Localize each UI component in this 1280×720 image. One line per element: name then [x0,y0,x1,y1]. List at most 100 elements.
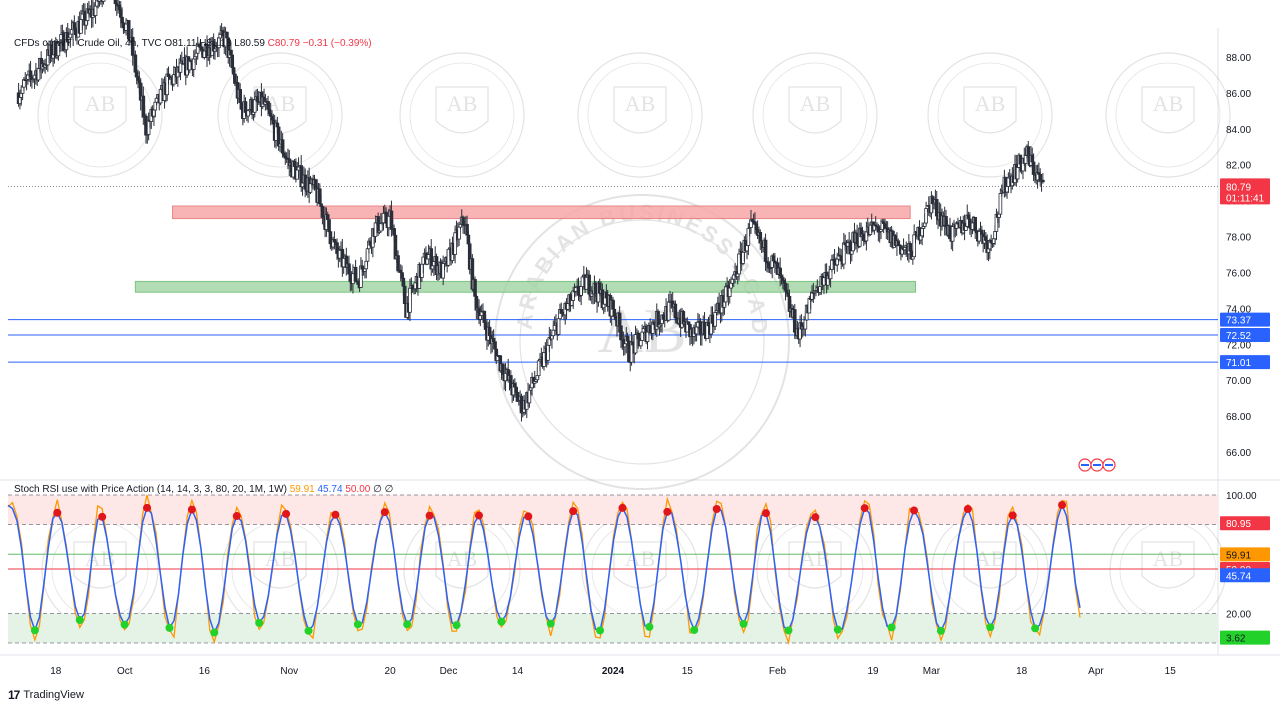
watermark-big-ring-inner [519,219,765,465]
price-tick-label[interactable]: 88.00 [1226,53,1251,64]
watermark-ring [37,52,163,178]
watermark-ring [399,52,525,178]
osc-badge[interactable] [1220,516,1270,531]
time-tick-label[interactable]: 20 [385,666,397,677]
candle-body [126,20,131,40]
last-price-badge[interactable] [1220,178,1270,205]
candle-body [639,340,643,347]
time-tick-label[interactable]: Nov [280,666,298,677]
candle-layer [16,0,1045,422]
countdown-label[interactable]: 01:11:41 [1226,193,1265,204]
overbought-dot [811,513,820,522]
candle-body [636,332,641,339]
level-badge[interactable] [1220,327,1270,342]
osc-badge[interactable] [1220,630,1270,645]
overbought-dot [232,512,241,521]
level-layer [8,186,1218,363]
candle-body [973,217,978,232]
level-badge-label[interactable]: 71.01 [1226,358,1251,369]
time-tick-label[interactable]: 15 [1165,666,1177,677]
time-tick-label[interactable]: 14 [512,666,524,677]
oversold-dot [986,623,995,632]
watermark-ring-inner [587,62,693,168]
ohlc-low: L80.59 [234,38,265,49]
overbought-dot [524,512,533,521]
overbought-dot [98,512,107,521]
overbought-dot [860,504,869,513]
level-badge[interactable] [1220,312,1270,327]
price-tick-label[interactable]: 86.00 [1226,89,1251,100]
overbought-dot [331,510,340,519]
candle-body [238,88,242,104]
price-tick-label[interactable]: 76.00 [1226,268,1251,279]
osc-badge-label[interactable]: 100.00 [1226,491,1257,502]
watermark-ring-inner [762,62,868,168]
osc-layer [7,494,1218,645]
price-tick-label[interactable]: 78.00 [1226,233,1251,244]
level-badge[interactable] [1220,355,1270,370]
candle-body [327,219,331,233]
watermark-shield-icon [788,86,842,134]
level-badge-label[interactable]: 73.37 [1226,316,1251,327]
price-tick-label[interactable]: 74.00 [1226,304,1251,315]
osc-badge[interactable] [1220,568,1270,583]
watermark-initials: AB [447,91,478,116]
time-tick-label[interactable]: Mar [923,666,941,677]
osc-badge-label[interactable]: 80.95 [1226,519,1251,530]
candle-body [95,0,99,7]
osc-badge-label[interactable]: 20.00 [1226,609,1251,620]
oversold-dot [596,626,605,635]
watermark-shield-icon [963,541,1017,589]
oversold-dot [1031,624,1040,633]
price-tick-label[interactable]: 70.00 [1226,376,1251,387]
watermark-ring [577,52,703,178]
candle-body [1015,167,1020,180]
candle-body [551,329,556,337]
price-tick-label[interactable]: 84.00 [1226,125,1251,136]
time-tick-label[interactable]: Dec [440,666,458,677]
time-tick-label[interactable]: 15 [682,666,694,677]
tradingview-logo[interactable]: 17 TradingView [8,688,84,702]
watermark-ring-inner [937,62,1043,168]
osc-badge-label[interactable]: 3.62 [1226,634,1246,645]
watermark-shield-icon [963,86,1017,134]
oversold-dot [210,628,219,637]
time-tick-label[interactable]: 18 [1016,666,1028,677]
candle-body [473,279,477,297]
watermark-initials: AB [447,546,478,571]
price-tick-label[interactable]: 66.00 [1226,448,1251,459]
price-tick-label[interactable]: 72.00 [1226,340,1251,351]
osc-badge[interactable] [1220,547,1270,562]
time-tick-label[interactable]: Oct [117,666,133,677]
time-tick-label[interactable]: 2024 [602,666,625,677]
time-axis[interactable]: 18 Oct 16 Nov 20 Dec 14 2024 15 Feb 19 Mar 18 Apr 15 [50,666,1176,677]
ohlc-high: H81.18 [199,38,232,49]
time-tick-label[interactable]: Feb [769,666,787,677]
overbought-dot [618,503,627,512]
level-badge-label[interactable]: 72.52 [1226,331,1251,342]
candle-body [673,303,678,319]
time-tick-label[interactable]: 19 [867,666,879,677]
time-tick-label[interactable]: Apr [1088,666,1104,677]
osc-badge-label[interactable]: 45.74 [1226,571,1251,582]
overbought-dot [569,507,578,516]
overbought-dot [1008,511,1017,520]
price-axis[interactable]: 88.0086.0084.0082.0080.0078.0076.0074.00… [1220,53,1270,459]
watermark-shield-icon [613,541,667,589]
candle-body [97,0,102,2]
time-tick-label[interactable]: 16 [199,666,211,677]
watermark-shield-icon [73,86,127,134]
oversold-dot [645,622,654,631]
oversold-dot [403,620,412,629]
price-tick-label[interactable]: 68.00 [1226,412,1251,423]
watermark-initials: AB [1153,546,1184,571]
candle-body [1041,179,1045,183]
last-price-label[interactable]: 80.79 [1226,182,1251,193]
price-tick-label[interactable]: 82.00 [1226,161,1251,172]
osc-badge-label[interactable]: 59.91 [1226,550,1251,561]
time-tick-label[interactable]: 18 [50,666,62,677]
candle-body [803,319,808,330]
watermark-ring [1105,52,1231,178]
